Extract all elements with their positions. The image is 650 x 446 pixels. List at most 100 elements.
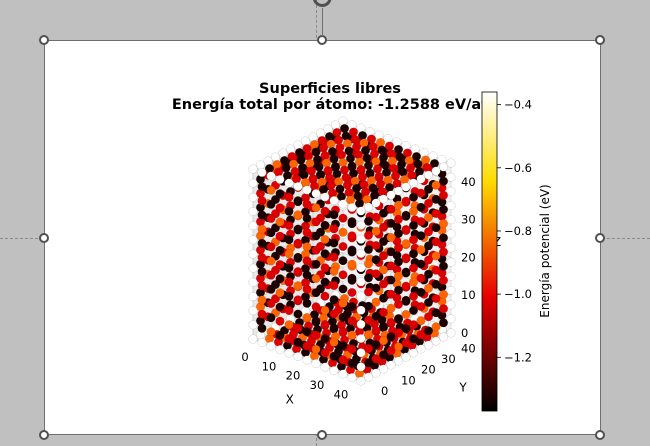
resize-handle-left[interactable] [39,233,49,243]
resize-handle-bottom-right[interactable] [595,430,605,440]
atom-point [316,169,326,179]
atom-point [371,311,381,321]
atom-point [424,312,434,322]
atom-point [356,164,366,174]
z-tick-label: 40 [461,175,476,189]
atom-point [275,288,285,298]
atom-point [364,160,374,170]
atom-point [392,137,402,147]
atom-point [266,213,276,223]
resize-handle-top-left[interactable] [39,35,49,45]
atom-point [371,283,381,293]
atom-point [257,196,267,206]
atom-point [248,291,258,301]
atom-point [358,172,368,182]
atom-point [302,256,312,266]
atom-point [379,194,389,204]
atom-point [311,231,321,241]
atom-point [308,132,318,142]
atom-point [409,306,419,316]
atom-point [439,219,449,229]
atom-point [355,198,365,208]
atom-point [329,280,339,290]
atom-point [385,141,395,151]
atom-point [275,231,285,241]
selected-figure-frame[interactable]: Superficies libres Energía total por áto… [39,35,605,440]
atom-point [329,323,339,333]
atom-point [284,220,294,230]
atom-point [394,271,404,281]
atom-point [394,356,404,366]
atom-point [371,340,381,350]
atom-point [248,263,258,273]
atom-point [248,277,258,287]
atom-point [394,342,404,352]
atom-point [389,163,399,173]
atom-point [275,217,285,227]
z-tick-label: 20 [461,250,476,264]
atom-point [347,161,357,171]
atom-point [416,302,426,312]
atom-point [248,235,258,245]
atom-point [352,183,362,193]
atom-point [320,334,330,344]
atom-point [266,199,276,209]
atom-point [257,267,267,277]
atom-point [248,164,258,174]
atom-point [439,332,449,342]
atom-point [374,130,384,140]
atom-point [401,253,411,263]
atom-point [284,192,294,202]
atom-point [416,259,426,269]
atom-point [347,259,357,269]
atom-point [376,179,386,189]
atom-point [248,306,258,316]
resize-handle-top-right[interactable] [595,35,605,45]
atom-point [386,232,396,242]
atom-point [293,196,303,206]
atom-point [439,247,449,257]
atom-point [356,263,366,273]
atom-point [431,279,441,289]
resize-handle-top[interactable] [317,35,327,45]
atom-point [431,223,441,233]
atom-point [266,341,276,351]
atom-point [386,318,396,328]
atom-points [248,116,456,386]
atom-point [340,123,350,133]
atom-point [416,245,426,255]
atom-point [338,369,348,379]
atom-point [308,173,318,183]
atom-point [302,213,312,223]
atom-point [386,190,396,200]
atom-point [446,172,456,182]
atom-point [356,123,366,133]
atom-point [325,131,335,141]
atom-point [257,182,267,192]
atom-point [284,178,294,188]
resize-handle-bottom[interactable] [317,430,327,440]
atom-point [288,159,298,169]
atom-point [302,284,312,294]
atom-point [424,184,434,194]
atom-point [364,259,374,269]
atom-point [379,336,389,346]
atom-point [311,188,321,198]
atom-point [293,352,303,362]
resize-handle-right[interactable] [595,233,605,243]
atom-point [257,238,267,248]
rotate-handle[interactable] [310,0,336,12]
atom-point [356,277,366,287]
atom-point [341,131,351,141]
atom-point [340,165,350,175]
scatter-3d-plot: 010203040010203040010203040XYZ −0.4−0.6−… [241,91,552,412]
atom-point [385,182,395,192]
atom-point [356,305,366,315]
resize-handle-bottom-left[interactable] [39,430,49,440]
colorbar-tick-label: −0.8 [504,224,532,238]
atom-point [329,154,339,164]
atom-point [325,173,335,183]
atom-point [407,170,417,180]
atom-point [364,358,374,368]
atom-point [284,235,294,245]
